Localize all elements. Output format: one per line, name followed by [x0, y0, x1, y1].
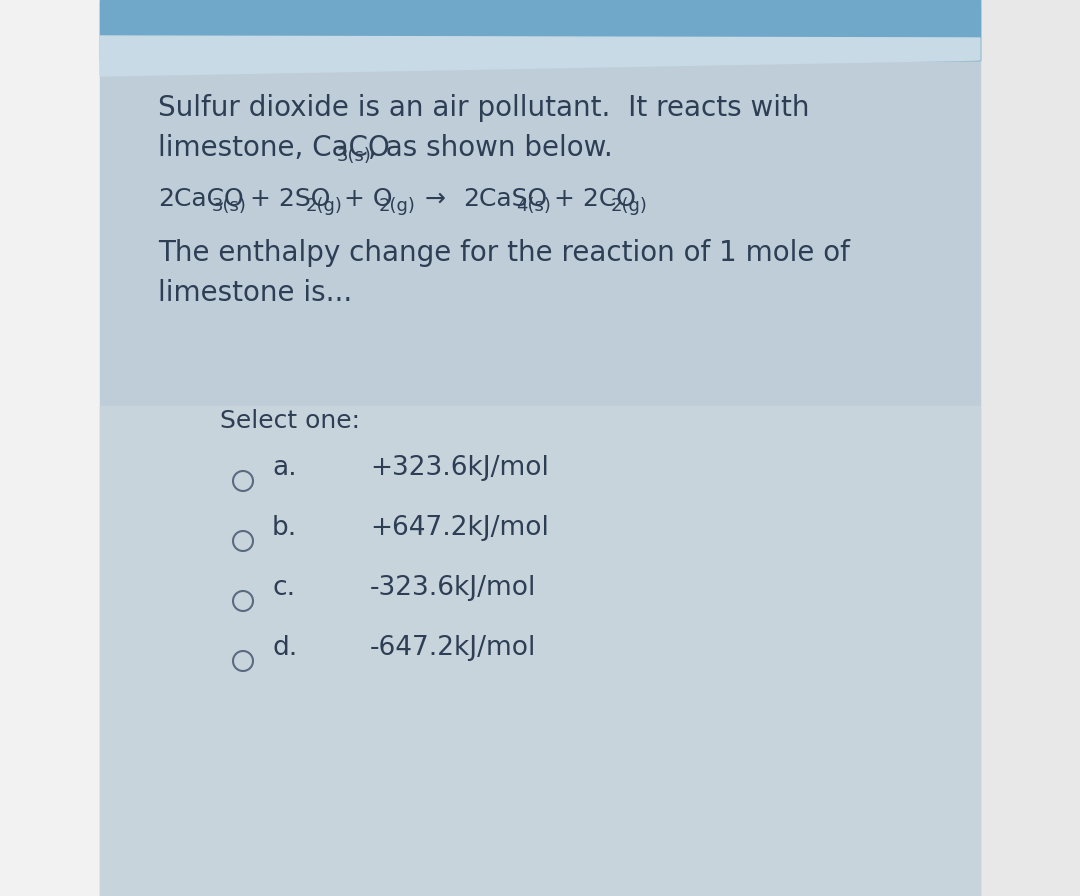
Text: + 2SO: + 2SO [242, 187, 330, 211]
Text: , as shown below.: , as shown below. [367, 134, 612, 162]
Text: d.: d. [272, 635, 297, 661]
Bar [0, 0, 100, 896]
Text: 2CaSO: 2CaSO [462, 187, 546, 211]
Text: limestone, CaCO: limestone, CaCO [158, 134, 390, 162]
Text: The enthalpy change for the reaction of 1 mole of: The enthalpy change for the reaction of … [158, 239, 850, 267]
Text: -647.2kJ/mol: -647.2kJ/mol [370, 635, 537, 661]
Text: Select one:: Select one: [220, 409, 360, 433]
Text: + 2CO: + 2CO [546, 187, 636, 211]
Text: →: → [409, 187, 462, 211]
Text: 2(g): 2(g) [610, 197, 648, 215]
Bar [100, 406, 980, 896]
Text: 3(s): 3(s) [337, 147, 372, 165]
Text: -323.6kJ/mol: -323.6kJ/mol [370, 575, 537, 601]
Text: 2(g): 2(g) [379, 197, 416, 215]
Text: + O: + O [336, 187, 393, 211]
Text: 3(s): 3(s) [212, 197, 246, 215]
Text: 2(g): 2(g) [306, 197, 342, 215]
Text: +647.2kJ/mol: +647.2kJ/mol [370, 515, 549, 541]
Text: limestone is...: limestone is... [158, 279, 352, 307]
Text: Sulfur dioxide is an air pollutant.  It reacts with: Sulfur dioxide is an air pollutant. It r… [158, 94, 810, 122]
Text: 4(s): 4(s) [516, 197, 551, 215]
Bar [980, 0, 1080, 896]
Polygon shape [100, 36, 980, 76]
Text: b.: b. [272, 515, 297, 541]
Text: c.: c. [272, 575, 295, 601]
Bar [100, 0, 980, 896]
Bar [100, 0, 980, 60]
Text: +323.6kJ/mol: +323.6kJ/mol [370, 455, 549, 481]
Text: 2CaCO: 2CaCO [158, 187, 244, 211]
Polygon shape [100, 0, 980, 60]
Text: a.: a. [272, 455, 297, 481]
